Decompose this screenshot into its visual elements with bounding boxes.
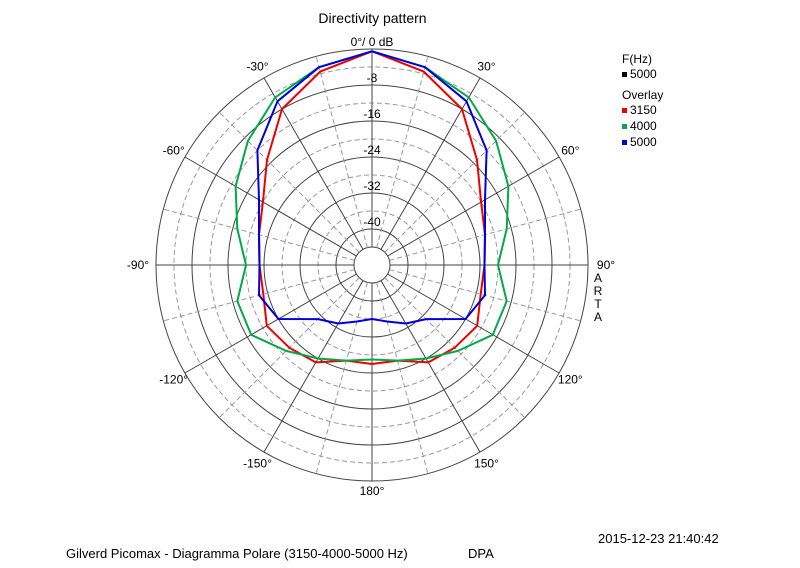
radial-tick-label: 0°/ 0 dB (351, 35, 394, 49)
radial-tick-label: -24 (363, 143, 381, 157)
footer-caption: Gilverd Picomax - Diagramma Polare (3150… (66, 546, 408, 561)
grid-spoke-major (387, 273, 560, 374)
legend-item: 3150 (622, 103, 657, 117)
legend-swatch (622, 107, 627, 113)
grid-spoke-major (184, 156, 357, 257)
angle-label: -150° (243, 456, 272, 470)
grid-spoke-major (263, 77, 364, 250)
series-line-3150 (258, 50, 486, 365)
angle-label: 150° (474, 456, 499, 470)
angle-label: -30° (246, 60, 268, 74)
side-label-letter: A (593, 271, 602, 285)
chart-title: Directivity pattern (318, 10, 427, 26)
side-label-letter: R (593, 284, 603, 298)
grid-spoke-major (263, 280, 364, 453)
angle-label: -60° (163, 144, 185, 158)
series-line-4000 (234, 50, 510, 362)
angle-label: -120° (159, 373, 188, 387)
angle-label: 30° (477, 60, 495, 74)
grid-spoke-major (380, 280, 481, 453)
legend-overlay-list: 3150 4000 5000 (622, 103, 657, 151)
grid-spoke-minor (384, 111, 526, 253)
grid-spoke-minor (315, 282, 368, 474)
radial-tick-label: -8 (367, 71, 378, 85)
legend-fhz-value: 5000 (630, 67, 657, 81)
angle-label: 120° (558, 373, 583, 387)
radial-tick-label: -16 (363, 107, 381, 121)
grid-spoke-minor (315, 56, 368, 248)
legend-item: 5000 (622, 135, 657, 149)
angle-label: 90° (597, 258, 615, 272)
grid-spoke-major (387, 156, 560, 257)
legend-fhz-swatch (622, 71, 627, 77)
grid-spoke-minor (376, 282, 429, 474)
radial-tick-label: -40 (363, 215, 381, 229)
footer-tag: DPA (468, 546, 494, 561)
angle-label: 180° (360, 484, 385, 498)
side-label-letter: T (594, 297, 602, 311)
legend-overlay-title: Overlay (622, 88, 664, 102)
side-label-letter: A (593, 310, 602, 324)
legend-fhz-item: 5000 (622, 67, 657, 81)
legend-fhz-title: F(Hz) (622, 52, 652, 66)
grid-spoke-major (184, 273, 357, 374)
legend-label: 5000 (630, 135, 657, 149)
legend-swatch (622, 139, 627, 145)
legend-label: 3150 (630, 103, 657, 117)
legend-label: 4000 (630, 119, 657, 133)
polar-grid (155, 48, 589, 482)
series-line-5000 (256, 50, 488, 325)
legend-item: 4000 (622, 119, 657, 133)
angle-label: 60° (561, 144, 579, 158)
grid-spoke-minor (376, 56, 429, 248)
radial-tick-label: -32 (363, 179, 381, 193)
legend-swatch (622, 123, 627, 129)
grid-spoke-minor (218, 111, 360, 253)
timestamp: 2015-12-23 21:40:42 (598, 531, 719, 546)
angle-label: -90° (127, 258, 149, 272)
grid-spoke-major (380, 77, 481, 250)
grid-center (353, 246, 391, 284)
